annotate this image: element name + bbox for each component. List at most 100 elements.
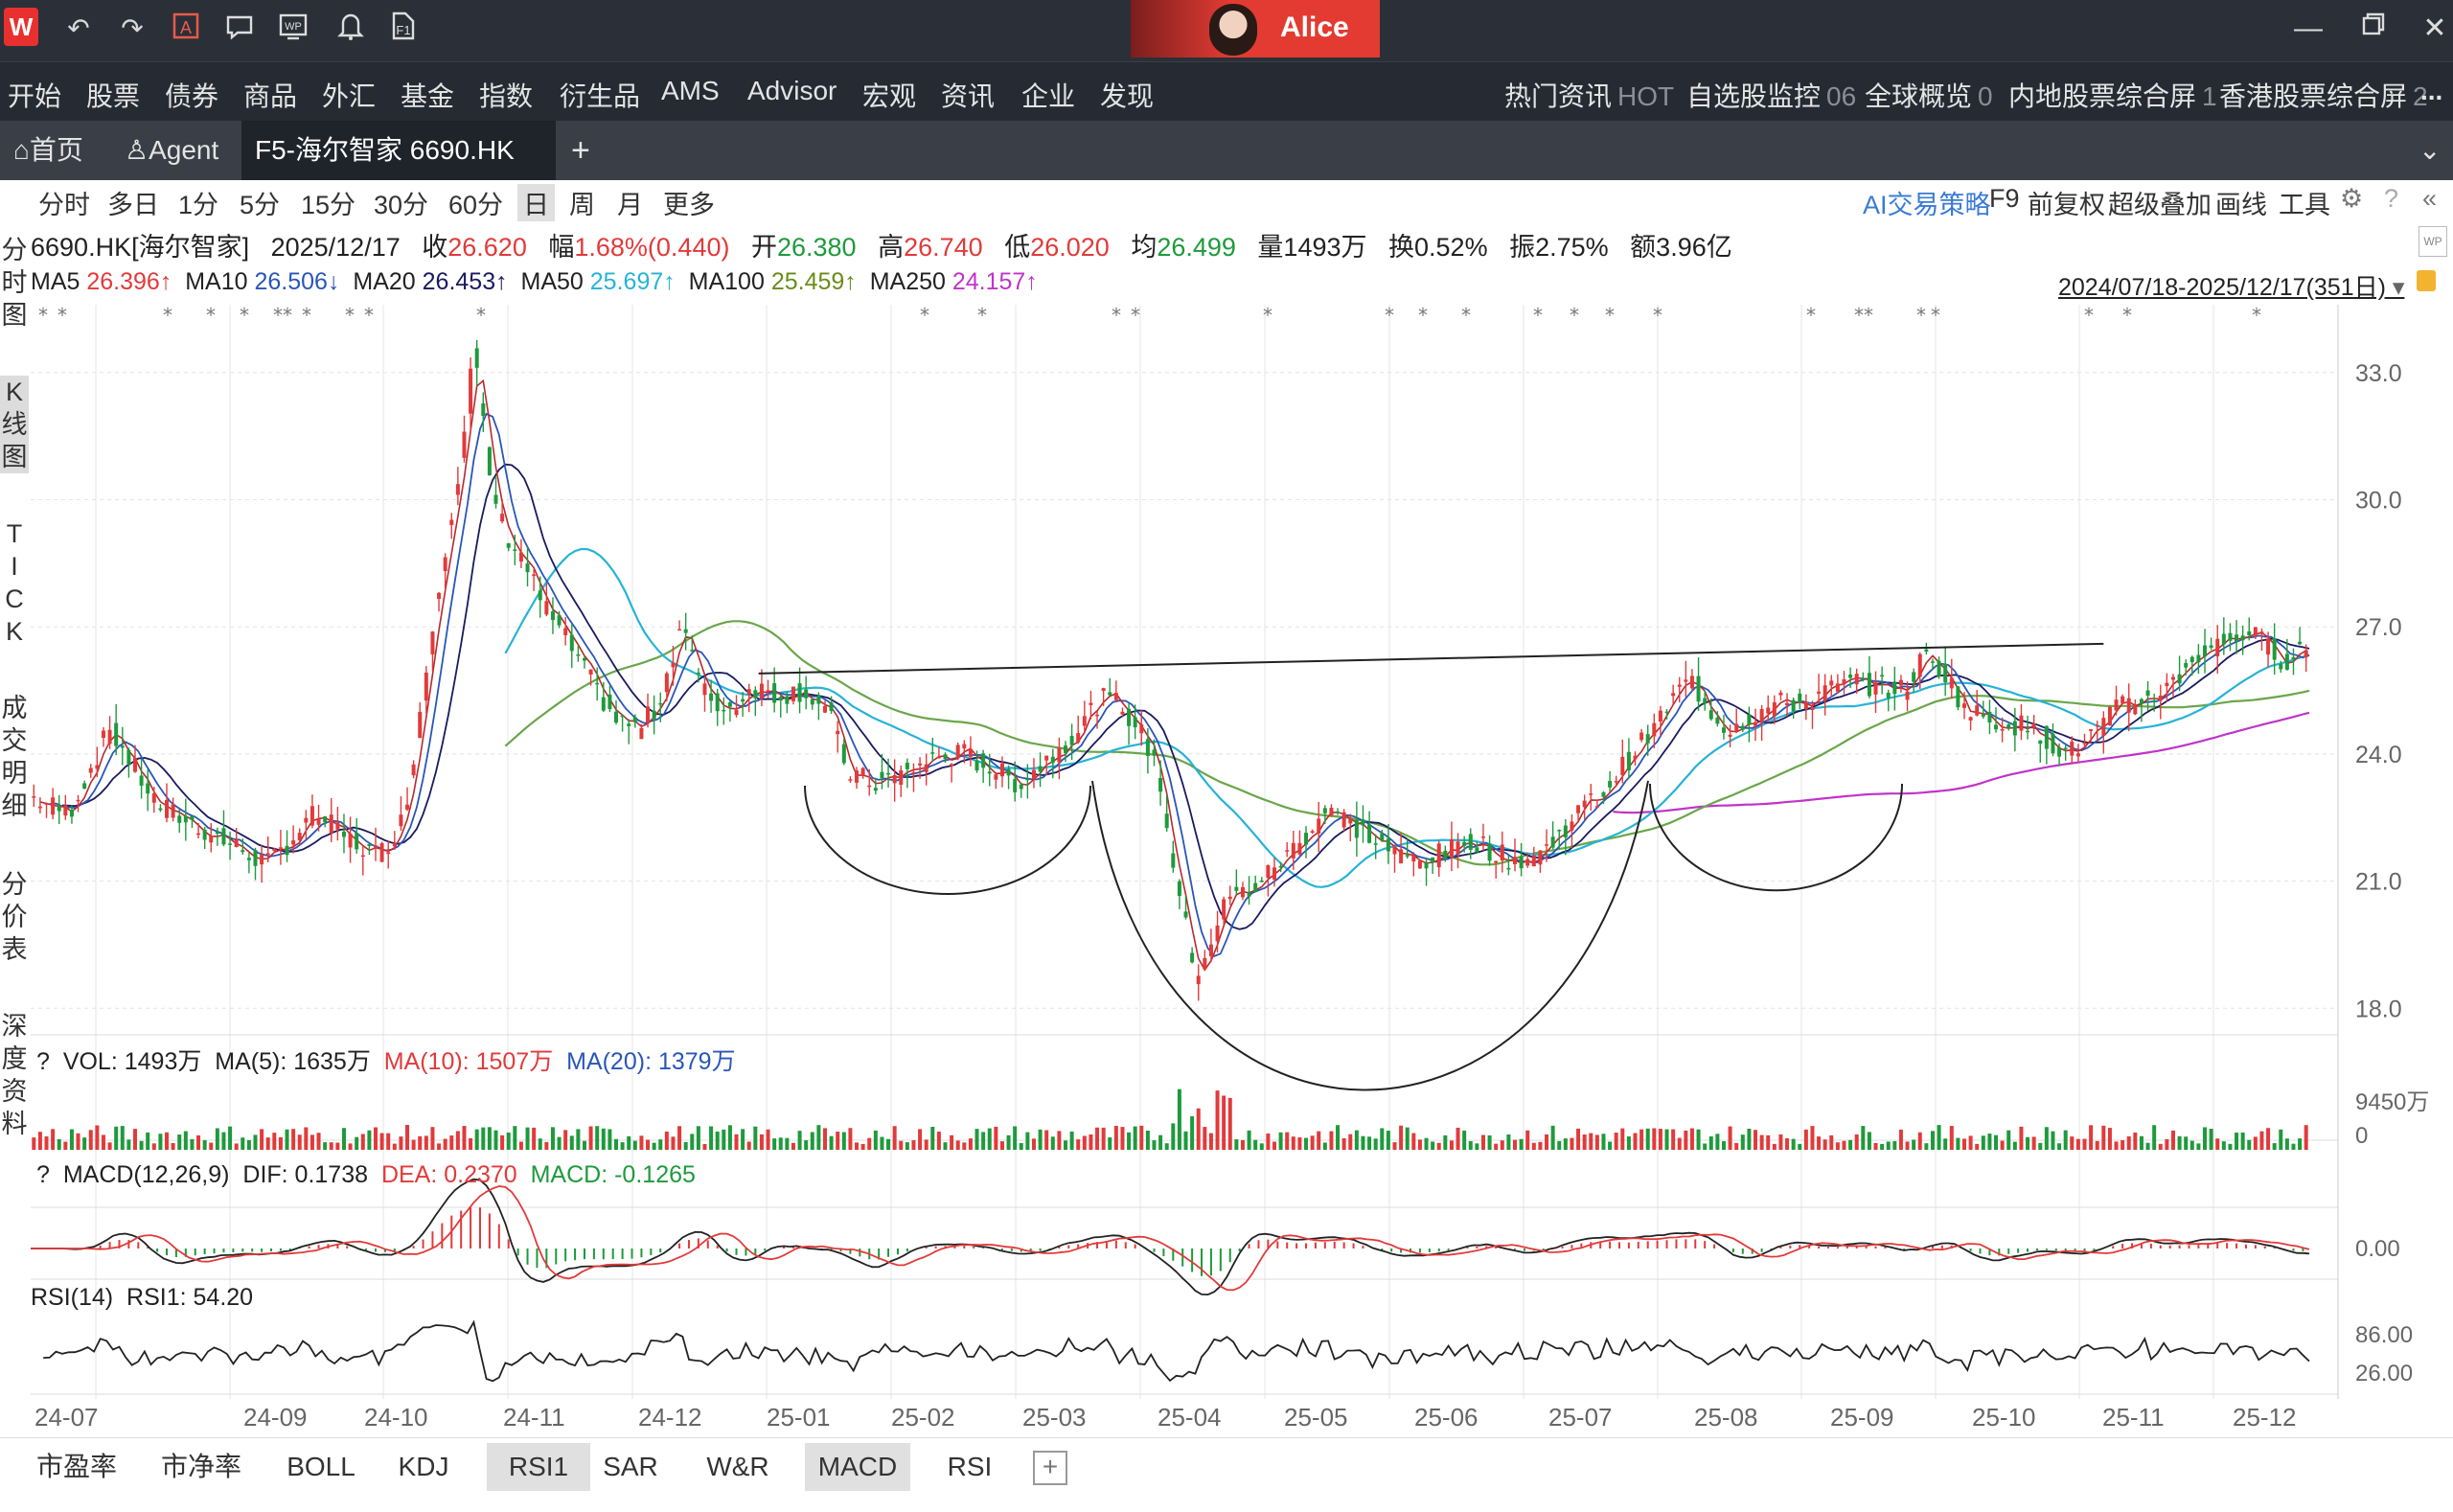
candle-body bbox=[665, 674, 669, 693]
tab-pe[interactable]: 市盈率 bbox=[29, 1443, 125, 1491]
volume-bar bbox=[602, 1129, 606, 1150]
candle-body bbox=[627, 723, 630, 726]
candle-body bbox=[1462, 842, 1466, 846]
volume-bar bbox=[1431, 1141, 1434, 1150]
volume-bar bbox=[374, 1128, 378, 1150]
macd-histogram-bar bbox=[1249, 1244, 1250, 1249]
volume-bar bbox=[1956, 1138, 1960, 1150]
tab-pb[interactable]: 市净率 bbox=[153, 1443, 249, 1491]
macd-histogram-bar bbox=[195, 1249, 196, 1255]
volume-bar bbox=[1874, 1143, 1878, 1150]
macd-histogram-bar bbox=[1562, 1247, 1564, 1249]
candle-body bbox=[1709, 710, 1713, 719]
add-indicator-button[interactable]: + bbox=[1033, 1451, 1067, 1485]
candle-body bbox=[1013, 779, 1017, 792]
macd-histogram-bar bbox=[2112, 1246, 2114, 1249]
candle-body bbox=[1848, 675, 1852, 677]
volume-bar bbox=[1703, 1143, 1707, 1150]
candle-body bbox=[1297, 843, 1301, 855]
tab-sar[interactable]: SAR bbox=[594, 1443, 667, 1491]
macd-histogram-bar bbox=[1448, 1249, 1450, 1250]
volume-bar bbox=[1272, 1142, 1276, 1150]
candle-body bbox=[1899, 680, 1903, 686]
volume-bar bbox=[1083, 1136, 1087, 1150]
volume-bar bbox=[2165, 1139, 2168, 1150]
volume-bar bbox=[1025, 1133, 1029, 1150]
tab-rsi1[interactable]: RSI1 bbox=[487, 1443, 590, 1491]
candle-body bbox=[1722, 727, 1726, 733]
candle-body bbox=[380, 843, 384, 862]
volume-bar bbox=[2241, 1133, 2245, 1150]
candle-body bbox=[563, 629, 567, 635]
macd-help-icon[interactable]: ? bbox=[36, 1161, 50, 1188]
volume-bar bbox=[1070, 1132, 1074, 1150]
volume-bar bbox=[1906, 1141, 1910, 1150]
candle-body bbox=[2215, 639, 2219, 656]
volume-bar bbox=[1488, 1135, 1492, 1150]
candle-body bbox=[1248, 893, 1251, 897]
candle-body bbox=[614, 712, 618, 722]
volume-bar bbox=[1501, 1140, 1504, 1150]
candle-body bbox=[1329, 808, 1333, 815]
candle-body bbox=[855, 770, 859, 783]
volume-bar bbox=[1152, 1140, 1156, 1150]
volume-bar bbox=[1222, 1095, 1226, 1150]
volume-bar bbox=[526, 1128, 530, 1150]
candle-body bbox=[1861, 677, 1865, 679]
candle-body bbox=[930, 752, 934, 754]
candle-body bbox=[779, 697, 783, 700]
volume-bar bbox=[735, 1134, 739, 1150]
date-axis-tick: 25-09 bbox=[1830, 1403, 1894, 1432]
candle-body bbox=[1634, 756, 1638, 760]
date-axis-tick: 24-11 bbox=[503, 1403, 565, 1432]
volume-bar bbox=[1114, 1126, 1118, 1150]
candle-body bbox=[1652, 723, 1656, 737]
tab-macd[interactable]: MACD bbox=[805, 1443, 910, 1491]
macd-histogram-bar bbox=[309, 1247, 310, 1249]
tab-rsi[interactable]: RSI bbox=[931, 1443, 1008, 1491]
volume-bar bbox=[2196, 1143, 2200, 1150]
candle-body bbox=[1431, 858, 1434, 863]
candle-body bbox=[1924, 650, 1928, 652]
volume-bar bbox=[2096, 1141, 2099, 1150]
candle-body bbox=[1754, 722, 1757, 726]
candle-body bbox=[424, 673, 428, 700]
volume-bar bbox=[1982, 1135, 1985, 1150]
volume-bar bbox=[1722, 1141, 1726, 1150]
candle-body bbox=[304, 818, 308, 823]
volume-bar bbox=[544, 1142, 548, 1150]
macd-histogram-bar bbox=[413, 1246, 415, 1249]
tab-kdj[interactable]: KDJ bbox=[383, 1443, 464, 1491]
tab-wr[interactable]: W&R bbox=[692, 1443, 784, 1491]
volume-bar bbox=[684, 1142, 688, 1150]
volume-bar bbox=[279, 1137, 283, 1150]
volume-bar bbox=[2070, 1136, 2074, 1150]
candle-body bbox=[595, 683, 599, 685]
candle-body bbox=[32, 796, 35, 798]
volume-bar bbox=[2038, 1143, 2042, 1150]
volume-bar bbox=[2032, 1136, 2036, 1150]
candle-body bbox=[2298, 642, 2302, 645]
vol-help-icon[interactable]: ? bbox=[36, 1048, 50, 1075]
date-axis-tick: 24-09 bbox=[243, 1403, 308, 1432]
volume-bar bbox=[899, 1141, 903, 1150]
volume-bar bbox=[1418, 1139, 1422, 1150]
macd-histogram-bar bbox=[1438, 1249, 1440, 1251]
volume-bar bbox=[1792, 1139, 1796, 1150]
macd-histogram-bar bbox=[1305, 1243, 1307, 1249]
event-star-marker: * bbox=[57, 304, 67, 327]
volume-bar bbox=[1279, 1133, 1283, 1150]
macd-axis-zero: 0.00 bbox=[2355, 1236, 2400, 1263]
candle-body bbox=[981, 753, 985, 767]
candle-body bbox=[1627, 752, 1631, 770]
candle-body bbox=[209, 836, 213, 842]
macd-histogram-bar bbox=[1181, 1249, 1183, 1267]
volume-bar bbox=[1950, 1126, 1954, 1150]
volume-bar bbox=[1057, 1131, 1061, 1150]
candle-body bbox=[867, 786, 871, 788]
candle-body bbox=[1089, 703, 1092, 705]
candle-body bbox=[513, 549, 516, 551]
candle-body bbox=[1874, 682, 1878, 695]
tab-boll[interactable]: BOLL bbox=[278, 1443, 364, 1491]
